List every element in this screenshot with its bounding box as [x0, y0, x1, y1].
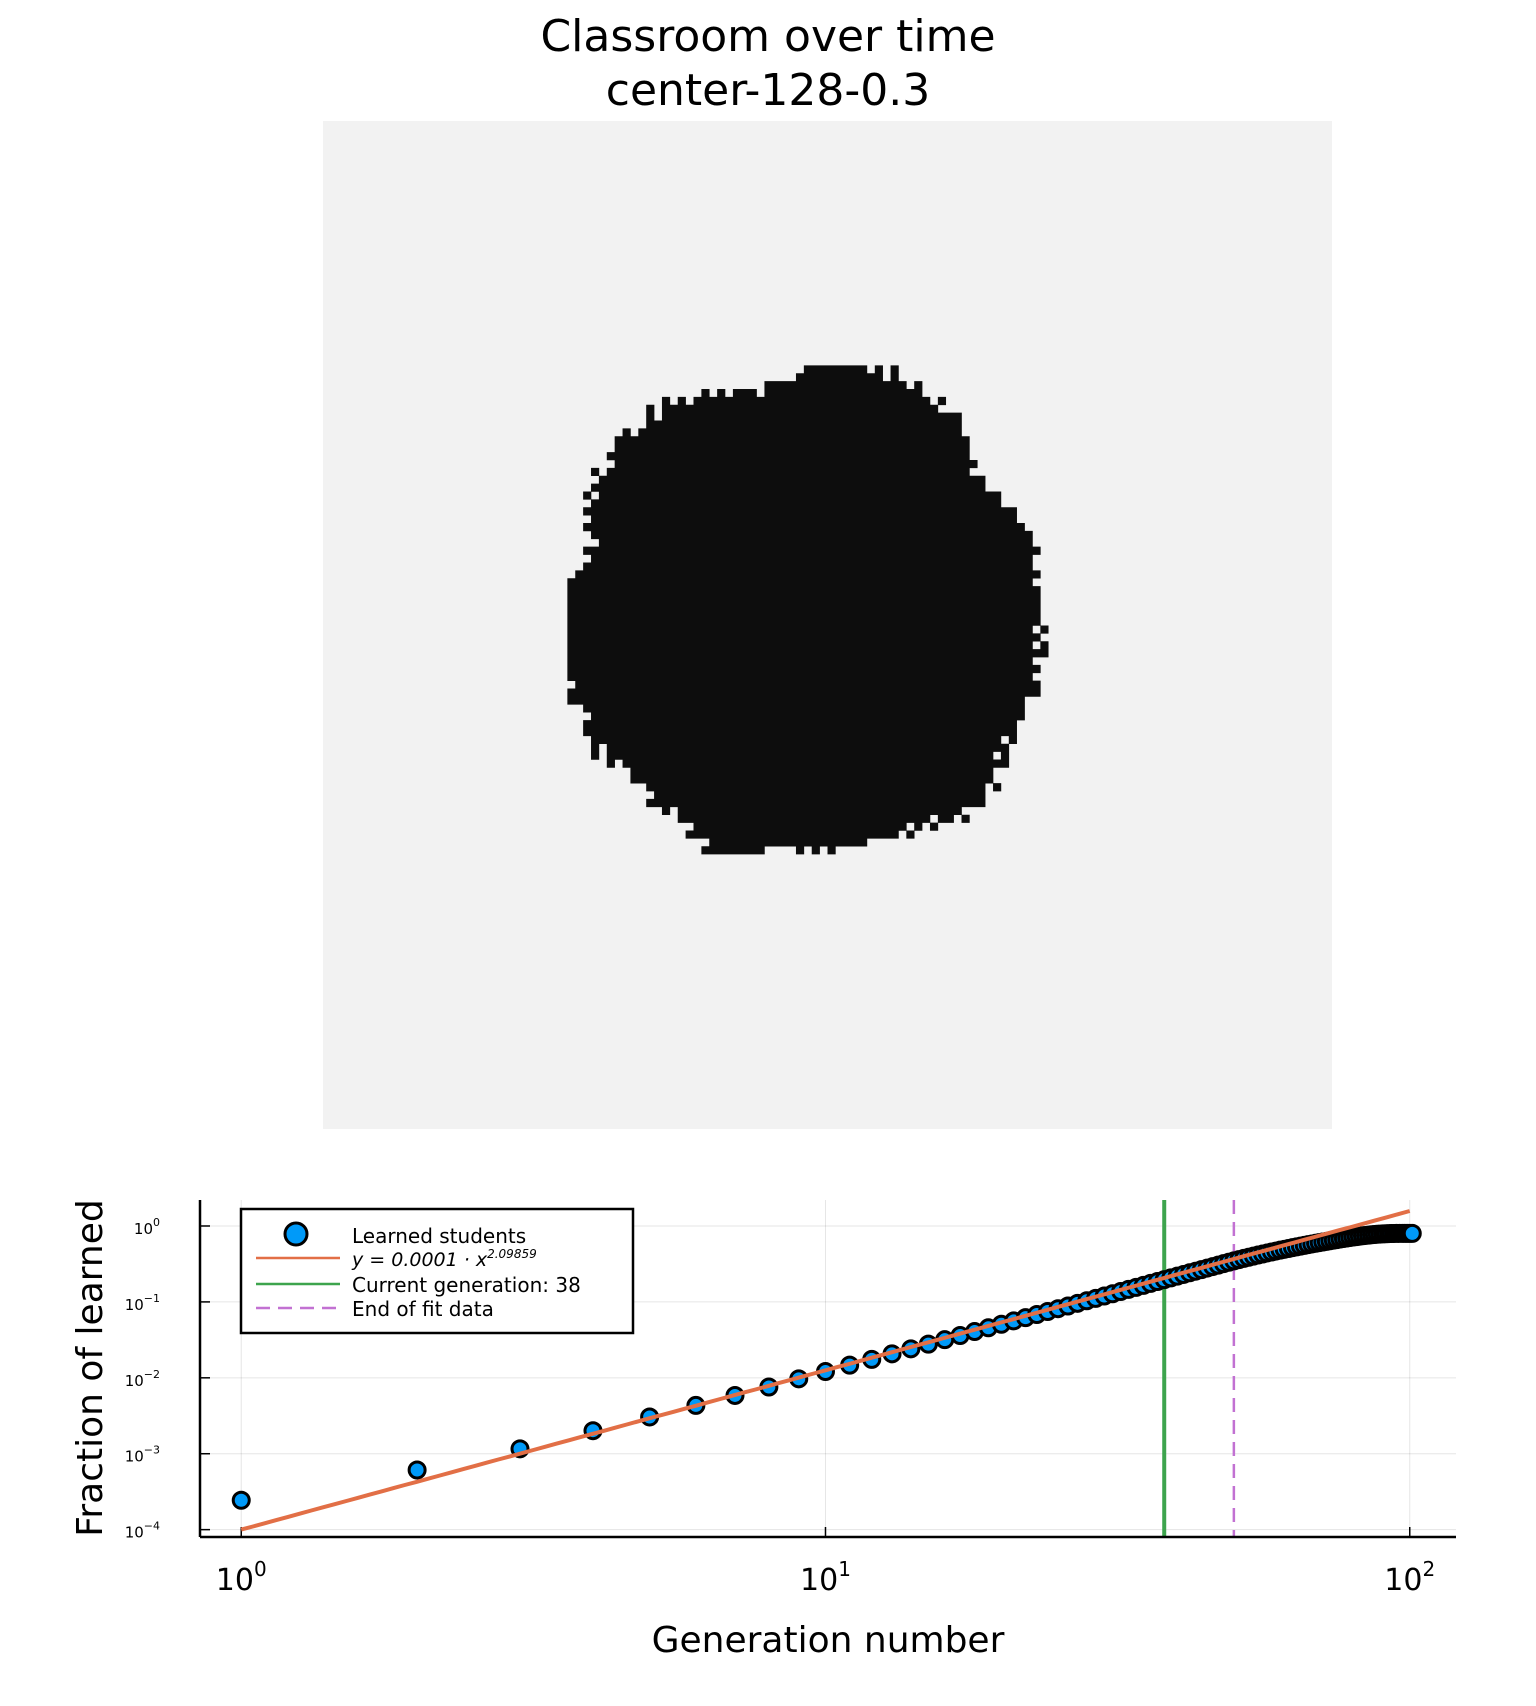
legend-fit-base: y = 0.0001 · x: [351, 1249, 488, 1271]
y-tick-base-0: 10: [134, 1220, 153, 1238]
x-tick-base-0: 10: [216, 1563, 254, 1598]
x-tick-label-2: 102: [1384, 1557, 1435, 1598]
legend-fit-exp: 2.09859: [487, 1247, 537, 1261]
y-tick-exp-4: −4: [144, 1520, 160, 1533]
x-tick-exp-0: 0: [254, 1557, 267, 1581]
x-tick-exp-1: 1: [838, 1557, 851, 1581]
y-tick-base-3: 10: [125, 1448, 144, 1466]
learned-cells: [567, 365, 1049, 855]
x-tick-label-0: 100: [216, 1557, 267, 1598]
plot-legend: Learned students y = 0.0001 · x2.09859 C…: [239, 1207, 635, 1335]
y-tick-exp-2: −2: [144, 1368, 160, 1381]
learned-point-0: [231, 1490, 251, 1510]
y-tick-base-4: 10: [125, 1524, 144, 1542]
y-tick-exp-3: −3: [144, 1444, 160, 1457]
legend-label-current: Current generation: 38: [352, 1273, 581, 1297]
y-tick-label-4: 10−4: [125, 1520, 160, 1542]
plot-axes: [198, 1200, 1456, 1539]
x-tick-exp-2: 2: [1422, 1557, 1435, 1581]
y-tick-label-0: 100: [134, 1216, 160, 1238]
legend-label-endfit: End of fit data: [352, 1297, 494, 1321]
x-tick-label-1: 101: [800, 1557, 851, 1598]
legend-scatter-marker: [283, 1221, 309, 1247]
x-tick-base-2: 10: [1384, 1563, 1422, 1598]
y-tick-label-1: 10−1: [125, 1292, 160, 1314]
chart-title-block: Classroom over time center-128-0.3: [0, 10, 1536, 118]
y-tick-label-3: 10−3: [125, 1444, 160, 1466]
y-tick-exp-1: −1: [144, 1292, 160, 1305]
chart-title: Classroom over time: [540, 11, 996, 62]
fit-line: [240, 1209, 1411, 1532]
y-axis-label: Fraction of learned: [70, 1199, 111, 1536]
y-tick-base-1: 10: [125, 1296, 144, 1314]
y-tick-exp-0: 0: [153, 1216, 160, 1229]
y-tick-base-2: 10: [125, 1372, 144, 1390]
learned-point-100: [1402, 1223, 1422, 1243]
chart-subtitle: center-128-0.3: [605, 65, 931, 116]
y-tick-label-2: 10−2: [125, 1368, 160, 1390]
legend-label-learned: Learned students: [352, 1224, 526, 1248]
learned-point-1: [407, 1460, 427, 1480]
plot-series: [231, 1200, 1422, 1537]
x-tick-base-1: 10: [800, 1563, 838, 1598]
legend-label-fit: y = 0.0001 · x2.09859: [351, 1247, 537, 1271]
x-axis-label: Generation number: [652, 1620, 1005, 1661]
